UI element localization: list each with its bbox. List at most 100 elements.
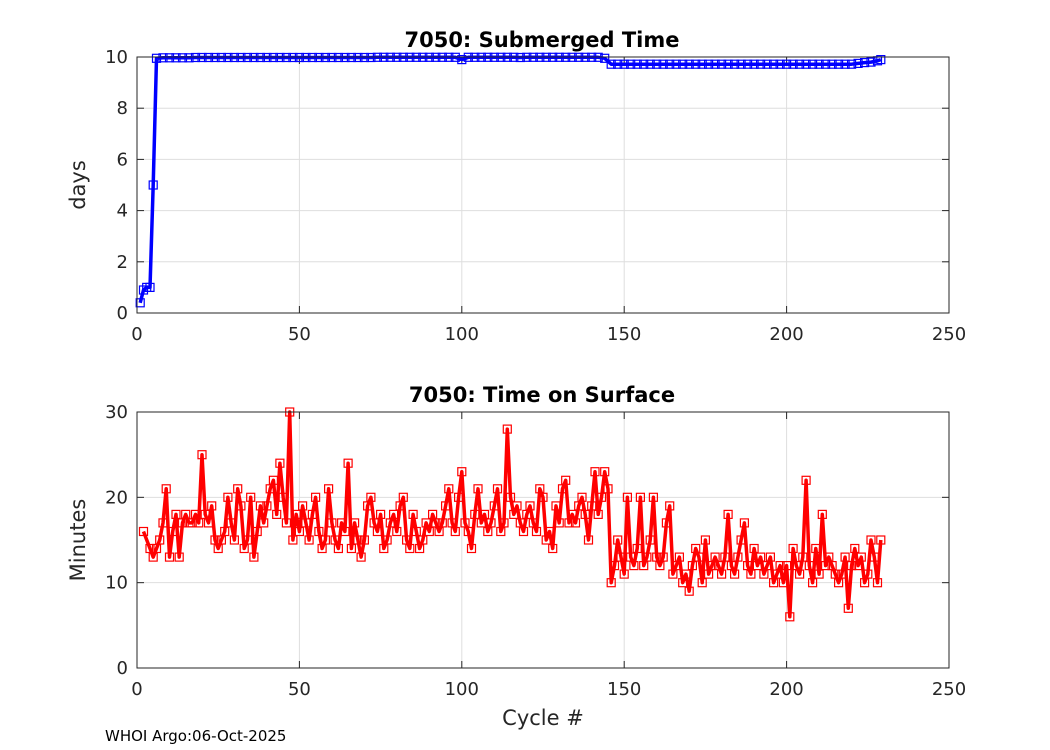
surface-x-tick-label: 150 (607, 679, 641, 700)
surface-data-point (168, 526, 178, 537)
surface-data-point (859, 578, 870, 588)
surface-data-point (833, 578, 844, 588)
surface-data-point (343, 458, 353, 468)
surface-data-point (207, 501, 217, 511)
surface-data-point (817, 509, 827, 519)
surface-data-point (259, 518, 269, 528)
surface-data-point (681, 569, 691, 579)
submerged-y-tick-label: 6 (117, 149, 128, 170)
submerged-data-point (684, 59, 694, 69)
surface-data-point (454, 492, 464, 502)
surface-data-point (229, 535, 239, 545)
surface-data-point (768, 578, 779, 588)
surface-data-point (161, 484, 171, 494)
surface-data-point (622, 492, 633, 502)
surface-data-point (304, 535, 314, 545)
submerged-data-point (632, 59, 642, 69)
surface-data-point (197, 450, 207, 460)
submerged-data-point (768, 59, 779, 69)
submerged-data-point (626, 59, 636, 69)
surface-series-line (141, 410, 883, 619)
surface-y-tick-label: 10 (105, 573, 128, 594)
surface-data-point (158, 518, 168, 528)
surface-data-point (642, 552, 652, 562)
surface-data-point (294, 526, 304, 537)
surface-data-point (551, 501, 561, 511)
surface-grid (136, 411, 950, 669)
surface-data-point (301, 518, 311, 528)
surface-data-point (648, 492, 659, 502)
surface-data-point (518, 526, 529, 537)
surface-data-point (246, 492, 256, 502)
surface-data-point (479, 509, 490, 519)
submerged-y-tick-label: 8 (117, 98, 128, 119)
surface-y-axis-label: Minutes (66, 499, 90, 582)
surface-data-point (164, 552, 175, 562)
surface-data-point (837, 569, 847, 579)
surface-data-point (233, 484, 243, 494)
submerged-data-point (671, 59, 681, 69)
surface-data-point (674, 552, 685, 562)
submerged-data-point (177, 53, 188, 63)
surface-data-point (395, 501, 405, 511)
surface-ticks: 0 50 100 150 200 250 0 10 20 30 (105, 402, 966, 700)
surface-data-point (665, 501, 675, 511)
submerged-data-point (736, 59, 746, 69)
surface-data-point (785, 612, 795, 622)
submerged-data-point (840, 59, 850, 69)
surface-data-point (840, 552, 850, 562)
surface-data-point (281, 518, 291, 528)
submerged-data-point (755, 59, 766, 69)
submerged-data-point (814, 59, 824, 69)
surface-data-point (843, 603, 853, 613)
submerged-data-point (833, 59, 844, 69)
surface-data-point (171, 509, 181, 519)
surface-data-point (389, 509, 399, 519)
surface-data-point (457, 467, 467, 477)
surface-data-point (613, 535, 623, 545)
submerged-data-point (723, 59, 733, 69)
surface-data-point (658, 552, 668, 562)
surface-data-point (700, 535, 711, 545)
surface-data-point (376, 509, 386, 519)
surface-data-point (327, 518, 337, 528)
surface-data-point (405, 543, 415, 554)
surface-chart-title: 7050: Time on Surface (409, 383, 675, 407)
surface-data-point (830, 569, 840, 579)
x-axis-label: Cycle # (502, 706, 584, 730)
surface-data-point (359, 535, 369, 545)
surface-data-point (155, 535, 165, 545)
surface-data-point (687, 560, 698, 571)
surface-data-point (486, 518, 496, 528)
submerged-data-point (716, 59, 727, 69)
submerged-data-point (135, 298, 145, 308)
submerged-data-point (775, 59, 785, 69)
surface-data-point (512, 501, 522, 511)
surface-x-tick-label: 0 (131, 679, 142, 700)
surface-data-point (220, 526, 230, 537)
surface-data-point (194, 518, 204, 528)
surface-plot-frame (136, 411, 950, 669)
submerged-data-point (678, 59, 688, 69)
submerged-data-point (801, 59, 811, 69)
submerged-data-point (794, 59, 805, 69)
submerged-data-point (703, 59, 714, 69)
submerged-x-tick-label: 150 (607, 324, 641, 345)
surface-data-point (392, 526, 402, 537)
surface-data-point (684, 586, 694, 596)
surface-data-point (262, 501, 272, 511)
surface-data-point (872, 578, 883, 588)
submerged-x-tick-label: 50 (288, 324, 311, 345)
surface-data-point (226, 518, 236, 528)
surface-data-point (463, 526, 473, 537)
surface-data-point (733, 552, 743, 562)
surface-data-point (781, 560, 792, 571)
surface-data-point (450, 526, 460, 537)
surface-data-point (366, 492, 376, 502)
submerged-data-point (762, 59, 772, 69)
surface-data-point (346, 543, 356, 554)
submerged-series-line (138, 55, 882, 304)
surface-data-point (298, 501, 308, 511)
surface-data-point (574, 501, 584, 511)
surface-data-point (846, 560, 857, 571)
